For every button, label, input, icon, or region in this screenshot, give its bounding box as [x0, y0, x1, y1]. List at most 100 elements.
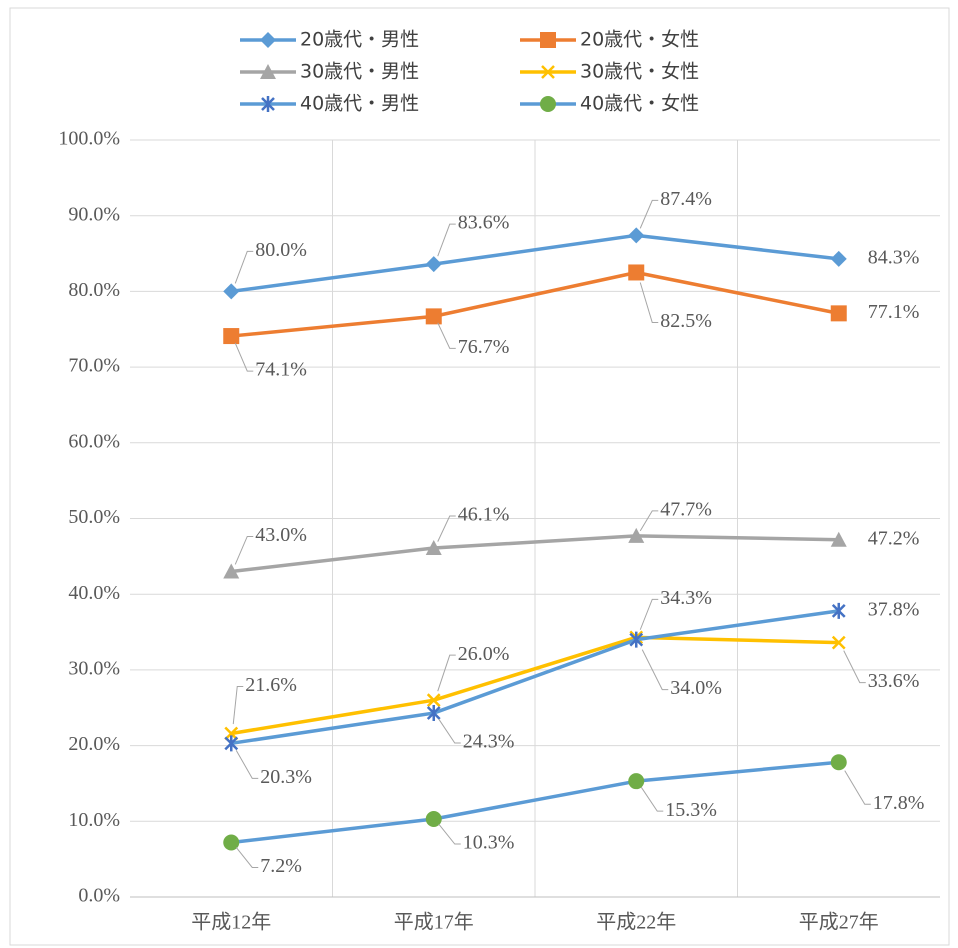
legend-item: 30歳代・男性 — [240, 61, 419, 83]
data-label: 10.3% — [463, 832, 515, 854]
data-label: 46.1% — [458, 504, 510, 526]
leader-line — [235, 750, 259, 779]
series-line — [231, 534, 839, 574]
legend-item: 20歳代・男性 — [240, 29, 419, 51]
legend-marker — [540, 32, 556, 48]
legend-label: 20歳代・女性 — [580, 29, 699, 51]
legend-label: 40歳代・男性 — [300, 93, 419, 115]
leader-line — [843, 650, 866, 684]
x-tick-label: 平成22年 — [596, 911, 676, 934]
y-tick-label: 80.0% — [68, 279, 120, 301]
leader-line — [639, 282, 659, 323]
leader-line — [844, 770, 871, 805]
leader-line — [437, 322, 456, 349]
y-tick-label: 100.0% — [58, 128, 120, 150]
legend-label: 20歳代・男性 — [300, 29, 419, 51]
legend-item: 40歳代・男性 — [240, 93, 419, 115]
data-label: 7.2% — [260, 855, 302, 877]
data-label: 77.1% — [868, 301, 920, 323]
y-tick-label: 60.0% — [68, 430, 120, 452]
marker — [223, 563, 240, 579]
leader-line — [234, 250, 254, 284]
marker — [830, 305, 847, 322]
data-label: 43.0% — [255, 524, 307, 546]
y-tick-label: 90.0% — [68, 203, 120, 225]
data-label: 83.6% — [458, 212, 510, 234]
marker — [224, 726, 239, 741]
marker — [223, 283, 240, 300]
y-tick-label: 50.0% — [68, 506, 120, 528]
data-label: 37.8% — [868, 598, 920, 620]
leader-line — [234, 535, 254, 565]
leader-line — [437, 515, 456, 542]
legend-item: 40歳代・女性 — [520, 93, 699, 115]
legend-marker — [260, 32, 276, 48]
data-label: 80.0% — [255, 239, 307, 261]
leader-line — [438, 718, 461, 744]
marker — [224, 735, 239, 752]
y-tick-label: 40.0% — [68, 582, 120, 604]
marker — [425, 540, 442, 556]
chart-frame — [9, 7, 950, 946]
marker — [628, 227, 645, 244]
leader-line — [437, 654, 456, 692]
leader-line — [639, 510, 659, 532]
leader-line — [438, 823, 461, 845]
data-label: 82.5% — [660, 310, 712, 332]
marker — [628, 264, 645, 281]
x-tick-label: 平成17年 — [394, 911, 474, 934]
marker — [831, 602, 846, 619]
marker — [628, 773, 645, 790]
legend-marker — [540, 96, 556, 112]
legend-label: 30歳代・男性 — [300, 61, 419, 83]
marker — [628, 527, 645, 543]
leader-line — [232, 685, 244, 725]
data-label: 47.2% — [868, 527, 920, 549]
y-tick-label: 20.0% — [68, 733, 120, 755]
series-line — [230, 609, 839, 746]
legend-label: 40歳代・女性 — [580, 93, 699, 115]
data-label: 74.1% — [255, 359, 307, 381]
marker — [426, 705, 441, 722]
data-label: 76.7% — [458, 336, 510, 358]
data-label: 47.7% — [660, 499, 712, 521]
marker — [831, 635, 846, 650]
leader-line — [639, 199, 659, 229]
leader-line — [235, 847, 259, 868]
series-line — [231, 270, 840, 338]
legend-marker — [541, 65, 555, 79]
data-label: 26.0% — [458, 643, 510, 665]
marker — [830, 754, 847, 771]
marker — [629, 631, 644, 648]
series-line — [231, 760, 839, 845]
data-label: 33.6% — [868, 670, 920, 692]
marker — [223, 834, 240, 851]
legend-label: 30歳代・女性 — [580, 61, 699, 83]
data-label: 17.8% — [873, 792, 925, 814]
series-line — [231, 233, 839, 294]
data-label: 21.6% — [245, 674, 297, 696]
marker — [830, 531, 847, 547]
marker — [425, 308, 442, 325]
series-line — [230, 635, 839, 736]
legend-item: 20歳代・女性 — [520, 29, 699, 51]
legend-marker — [260, 64, 276, 79]
marker — [426, 693, 441, 708]
y-tick-label: 30.0% — [68, 657, 120, 679]
data-label: 87.4% — [660, 188, 712, 210]
legend-marker — [261, 96, 275, 112]
leader-line — [437, 223, 456, 257]
marker — [830, 250, 847, 267]
marker — [425, 811, 442, 828]
leader-line — [640, 786, 664, 812]
data-label: 15.3% — [665, 799, 717, 821]
x-tick-label: 平成12年 — [191, 911, 271, 934]
data-label: 84.3% — [868, 246, 920, 268]
data-label: 24.3% — [463, 731, 515, 753]
y-tick-label: 70.0% — [68, 355, 120, 377]
marker — [425, 256, 442, 273]
leader-line — [641, 649, 669, 691]
leader-line — [234, 342, 254, 372]
marker — [223, 328, 240, 345]
